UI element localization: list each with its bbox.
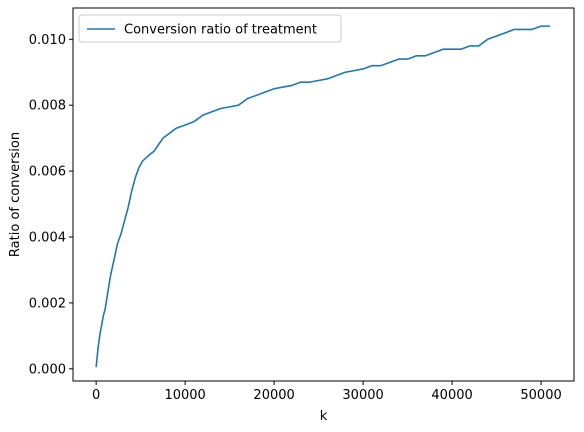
x-axis-label: k — [320, 409, 328, 424]
y-axis-label: Ratio of conversion — [8, 132, 23, 257]
legend-label: Conversion ratio of treatment — [124, 23, 317, 38]
x-tick-label: 10000 — [164, 388, 205, 403]
ticks-layer: 0 10000 20000 30000 40000 50000 0.000 0.002 0.00… — [29, 33, 562, 403]
series-line — [95, 25, 550, 368]
y-tick-label: 0.010 — [29, 33, 66, 48]
plot-frame — [72, 7, 575, 382]
x-tick-label: 30000 — [342, 388, 383, 403]
y-tick-label: 0.000 — [29, 362, 66, 377]
y-tick-label: 0.008 — [29, 99, 66, 114]
y-tick-label: 0.006 — [29, 165, 66, 180]
x-tick-label: 40000 — [431, 388, 472, 403]
series-layer — [95, 25, 550, 368]
x-tick-label: 50000 — [520, 388, 561, 403]
x-tick-label: 20000 — [253, 388, 294, 403]
x-tick-label: 0 — [92, 388, 100, 403]
y-tick-label: 0.002 — [29, 296, 66, 311]
legend-box — [78, 14, 342, 43]
y-tick-label: 0.004 — [29, 231, 66, 246]
legend: Conversion ratio of treatment — [78, 14, 342, 43]
